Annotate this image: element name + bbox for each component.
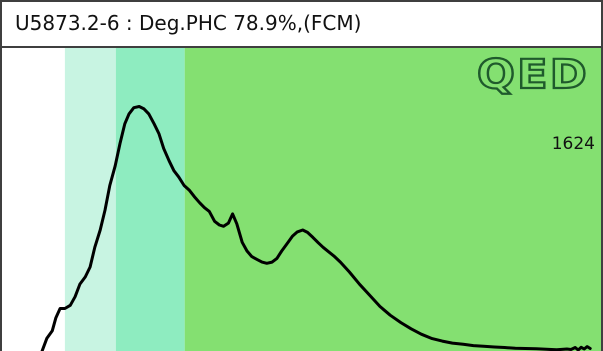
chart-title: U5873.2-6 : Deg.PHC 78.9%,(FCM) — [15, 11, 362, 35]
gate-band-2 — [115, 48, 185, 351]
plot-area: QED 1624 — [2, 48, 601, 351]
title-bar: U5873.2-6 : Deg.PHC 78.9%,(FCM) — [2, 2, 601, 48]
qed-logo: QED — [477, 52, 589, 98]
histogram-curve — [40, 105, 592, 351]
gate-band-3 — [184, 48, 601, 351]
event-count-label: 1624 — [552, 134, 595, 154]
